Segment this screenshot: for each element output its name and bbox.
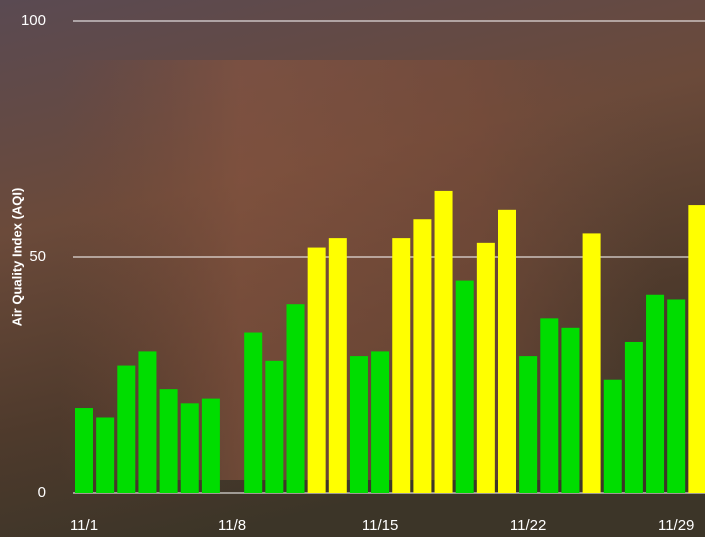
bar bbox=[561, 328, 579, 493]
bar bbox=[265, 361, 283, 493]
bar bbox=[413, 219, 431, 493]
bar bbox=[498, 210, 516, 493]
bar bbox=[117, 366, 135, 493]
x-tick-label: 11/8 bbox=[218, 517, 246, 534]
bar bbox=[181, 403, 199, 493]
bar bbox=[540, 318, 558, 493]
bar bbox=[244, 333, 262, 493]
bar bbox=[350, 356, 368, 493]
x-tick-label: 11/22 bbox=[510, 517, 546, 534]
bar bbox=[160, 389, 178, 493]
bar bbox=[371, 351, 389, 493]
bar bbox=[138, 351, 156, 493]
x-tick-label: 11/15 bbox=[362, 517, 398, 534]
y-tick-label: 100 bbox=[21, 12, 46, 29]
bar bbox=[604, 380, 622, 493]
bar bbox=[96, 417, 114, 493]
bar bbox=[519, 356, 537, 493]
bar bbox=[202, 399, 220, 493]
bar bbox=[435, 191, 453, 493]
bar bbox=[287, 304, 305, 493]
y-axis-title: Air Quality Index (AQI) bbox=[9, 188, 24, 327]
bar bbox=[308, 248, 326, 493]
x-tick-label: 11/1 bbox=[70, 517, 98, 534]
bar bbox=[625, 342, 643, 493]
y-tick-label: 50 bbox=[29, 248, 46, 265]
bar bbox=[688, 205, 705, 493]
x-tick-label: 11/29 bbox=[658, 517, 694, 534]
y-tick-label: 0 bbox=[38, 484, 46, 501]
bar bbox=[667, 299, 685, 493]
bar bbox=[392, 238, 410, 493]
bar bbox=[583, 233, 601, 493]
bar bbox=[456, 281, 474, 493]
bar bbox=[646, 295, 664, 493]
bar bbox=[75, 408, 93, 493]
bar bbox=[477, 243, 495, 493]
chart: Air Quality Index (AQI) 0 50 100 11/1 11/8 11… bbox=[0, 0, 705, 537]
bar bbox=[329, 238, 347, 493]
